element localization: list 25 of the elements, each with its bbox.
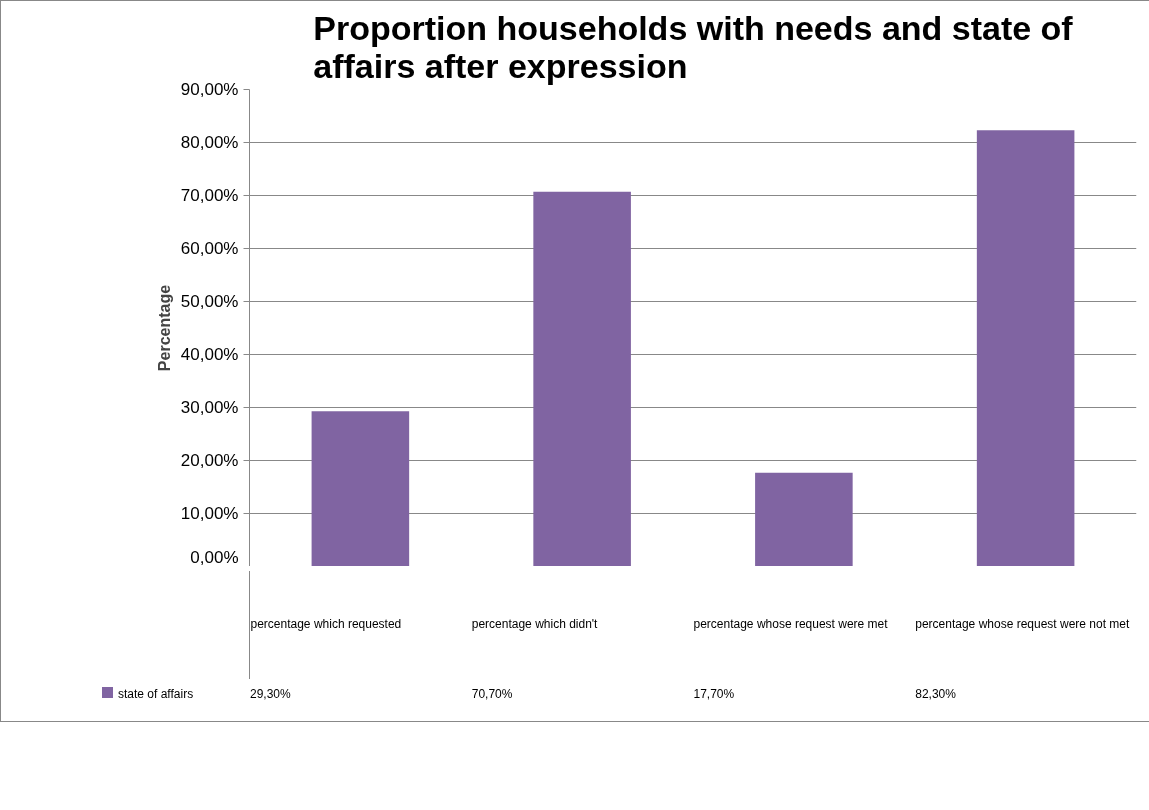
data-label: 70,70% (470, 686, 514, 704)
data-label: 82,30% (914, 686, 957, 704)
bar (976, 130, 1075, 566)
x-tick-label: percentage which requested (249, 616, 403, 634)
bar (311, 411, 410, 566)
y-axis-title: Percentage (155, 284, 173, 372)
y-tick-label: 40,00% (180, 345, 239, 364)
bar (755, 472, 853, 566)
y-tick-label: 60,00% (180, 239, 239, 258)
y-tick-label: 10,00% (180, 504, 239, 523)
y-tick-label: 90,00% (180, 80, 239, 99)
y-tick-label: 0,00% (190, 547, 239, 567)
y-tick-label: 80,00% (180, 133, 239, 152)
y-tick-label: 20,00% (180, 451, 239, 470)
y-tick-label: 70,00% (180, 186, 239, 205)
x-tick-label: percentage which didn't (470, 616, 599, 634)
data-label: 29,30% (249, 686, 292, 704)
x-tick-label: percentage whose request were not met (914, 616, 1131, 634)
y-tick-label: 50,00% (180, 292, 239, 311)
legend-label: state of affairs (117, 686, 195, 704)
y-tick-label: 30,00% (180, 398, 239, 417)
chart-title: Proportion households with needs and state of affairs after expression (313, 8, 1074, 85)
data-label: 17,70% (692, 686, 736, 704)
x-tick-label: percentage whose request were met (692, 616, 889, 634)
bar (533, 191, 631, 566)
